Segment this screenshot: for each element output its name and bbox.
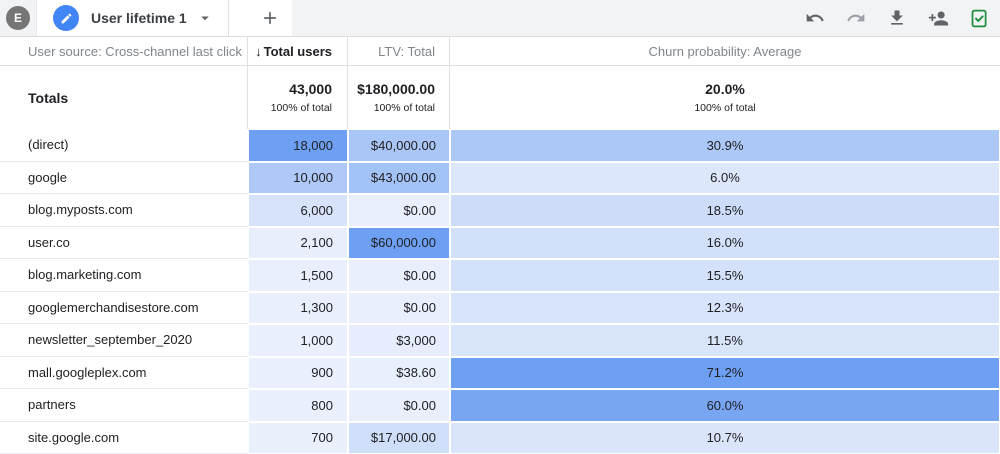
column-header-ltv[interactable]: LTV: Total <box>348 37 450 65</box>
cell-total-users[interactable]: 1,300 <box>249 292 347 323</box>
redo-icon <box>846 8 866 28</box>
totals-row: Totals 43,000 100% of total $180,000.00 … <box>0 66 1000 129</box>
totals-churn: 20.0% 100% of total <box>450 66 1000 129</box>
cell-total-users[interactable]: 2,100 <box>249 227 347 258</box>
table-row[interactable]: user.co 2,100 $60,000.00 16.0% <box>0 226 1000 259</box>
table-row[interactable]: googlemerchandisestore.com 1,300 $0.00 1… <box>0 291 1000 324</box>
cell-ltv[interactable]: $40,000.00 <box>349 130 449 161</box>
sort-descending-icon: ↓ <box>255 43 262 59</box>
row-label[interactable]: mall.googleplex.com <box>0 356 248 389</box>
totals-ltv-value: $180,000.00 <box>357 81 435 97</box>
download-button[interactable] <box>886 7 908 29</box>
cell-ltv[interactable]: $0.00 <box>349 195 449 226</box>
download-icon <box>887 8 907 28</box>
cell-ltv[interactable]: $43,000.00 <box>349 162 449 193</box>
account-avatar-block[interactable]: E <box>0 0 37 36</box>
totals-ltv-subtext: 100% of total <box>373 102 435 114</box>
row-label[interactable]: blog.myposts.com <box>0 194 248 227</box>
totals-churn-value: 20.0% <box>705 81 745 97</box>
sheet-check-icon <box>969 8 990 29</box>
table-body: (direct) 18,000 $40,000.00 30.9% google … <box>0 129 1000 454</box>
cell-total-users[interactable]: 700 <box>249 422 347 453</box>
undo-icon <box>805 8 825 28</box>
cell-total-users[interactable]: 6,000 <box>249 195 347 226</box>
totals-total-users: 43,000 100% of total <box>248 66 348 129</box>
row-label[interactable]: google <box>0 161 248 194</box>
totals-churn-subtext: 100% of total <box>694 102 756 114</box>
redo-button[interactable] <box>845 7 867 29</box>
row-label[interactable]: partners <box>0 389 248 422</box>
column-header-churn[interactable]: Churn probability: Average <box>648 43 802 59</box>
column-header-total-users-label: Total users <box>263 43 332 59</box>
plus-icon <box>260 8 280 28</box>
cell-churn[interactable]: 16.0% <box>451 227 999 258</box>
cell-churn[interactable]: 6.0% <box>451 162 999 193</box>
cell-churn[interactable]: 11.5% <box>451 325 999 356</box>
top-bar: E User lifetime 1 <box>0 0 1000 37</box>
edit-tab-button[interactable] <box>53 5 79 31</box>
cell-churn[interactable]: 10.7% <box>451 422 999 453</box>
table-row[interactable]: (direct) 18,000 $40,000.00 30.9% <box>0 129 1000 162</box>
avatar[interactable]: E <box>6 6 30 30</box>
row-label[interactable]: newsletter_september_2020 <box>0 324 248 357</box>
cell-ltv[interactable]: $60,000.00 <box>349 227 449 258</box>
totals-users-subtext: 100% of total <box>270 102 332 114</box>
cell-total-users[interactable]: 1,000 <box>249 325 347 356</box>
table-row[interactable]: partners 800 $0.00 60.0% <box>0 389 1000 422</box>
toolbar <box>292 0 1000 36</box>
table-row[interactable]: site.google.com 700 $17,000.00 10.7% <box>0 421 1000 454</box>
cell-total-users[interactable]: 900 <box>249 357 347 388</box>
table-row[interactable]: blog.myposts.com 6,000 $0.00 18.5% <box>0 194 1000 227</box>
cell-ltv[interactable]: $0.00 <box>349 292 449 323</box>
totals-ltv: $180,000.00 100% of total <box>348 66 450 129</box>
cell-total-users[interactable]: 10,000 <box>249 162 347 193</box>
undo-button[interactable] <box>804 7 826 29</box>
row-label[interactable]: user.co <box>0 226 248 259</box>
cell-churn[interactable]: 71.2% <box>451 357 999 388</box>
column-header-total-users[interactable]: ↓ Total users <box>248 37 348 65</box>
table-row[interactable]: mall.googleplex.com 900 $38.60 71.2% <box>0 356 1000 389</box>
cell-ltv[interactable]: $3,000 <box>349 325 449 356</box>
cell-churn[interactable]: 15.5% <box>451 260 999 291</box>
table-row[interactable]: google 10,000 $43,000.00 6.0% <box>0 161 1000 194</box>
cell-churn[interactable]: 18.5% <box>451 195 999 226</box>
table-row[interactable]: newsletter_september_2020 1,000 $3,000 1… <box>0 324 1000 357</box>
column-header-user-source[interactable]: User source: Cross-channel last click <box>0 37 248 65</box>
cell-ltv[interactable]: $0.00 <box>349 260 449 291</box>
row-label[interactable]: (direct) <box>0 129 248 162</box>
add-tab-button[interactable] <box>248 0 292 36</box>
row-label[interactable]: site.google.com <box>0 421 248 454</box>
cell-ltv[interactable]: $38.60 <box>349 357 449 388</box>
cell-churn[interactable]: 30.9% <box>451 130 999 161</box>
cell-total-users[interactable]: 800 <box>249 390 347 421</box>
cell-churn[interactable]: 60.0% <box>451 390 999 421</box>
chevron-down-icon[interactable] <box>196 9 214 27</box>
person-add-icon <box>928 8 949 29</box>
cell-ltv[interactable]: $17,000.00 <box>349 422 449 453</box>
tab-title: User lifetime 1 <box>91 10 187 26</box>
pencil-icon <box>60 12 73 25</box>
cell-ltv[interactable]: $0.00 <box>349 390 449 421</box>
export-sheets-button[interactable] <box>968 7 990 29</box>
table-header-row: User source: Cross-channel last click ↓ … <box>0 37 1000 66</box>
totals-label: Totals <box>0 66 248 129</box>
tab-divider <box>227 0 229 36</box>
totals-users-value: 43,000 <box>289 81 332 97</box>
table-row[interactable]: blog.marketing.com 1,500 $0.00 15.5% <box>0 259 1000 292</box>
row-label[interactable]: blog.marketing.com <box>0 259 248 292</box>
share-button[interactable] <box>927 7 949 29</box>
cell-churn[interactable]: 12.3% <box>451 292 999 323</box>
row-label[interactable]: googlemerchandisestore.com <box>0 291 248 324</box>
cell-total-users[interactable]: 18,000 <box>249 130 347 161</box>
exploration-tab[interactable]: User lifetime 1 <box>37 0 248 36</box>
cell-total-users[interactable]: 1,500 <box>249 260 347 291</box>
